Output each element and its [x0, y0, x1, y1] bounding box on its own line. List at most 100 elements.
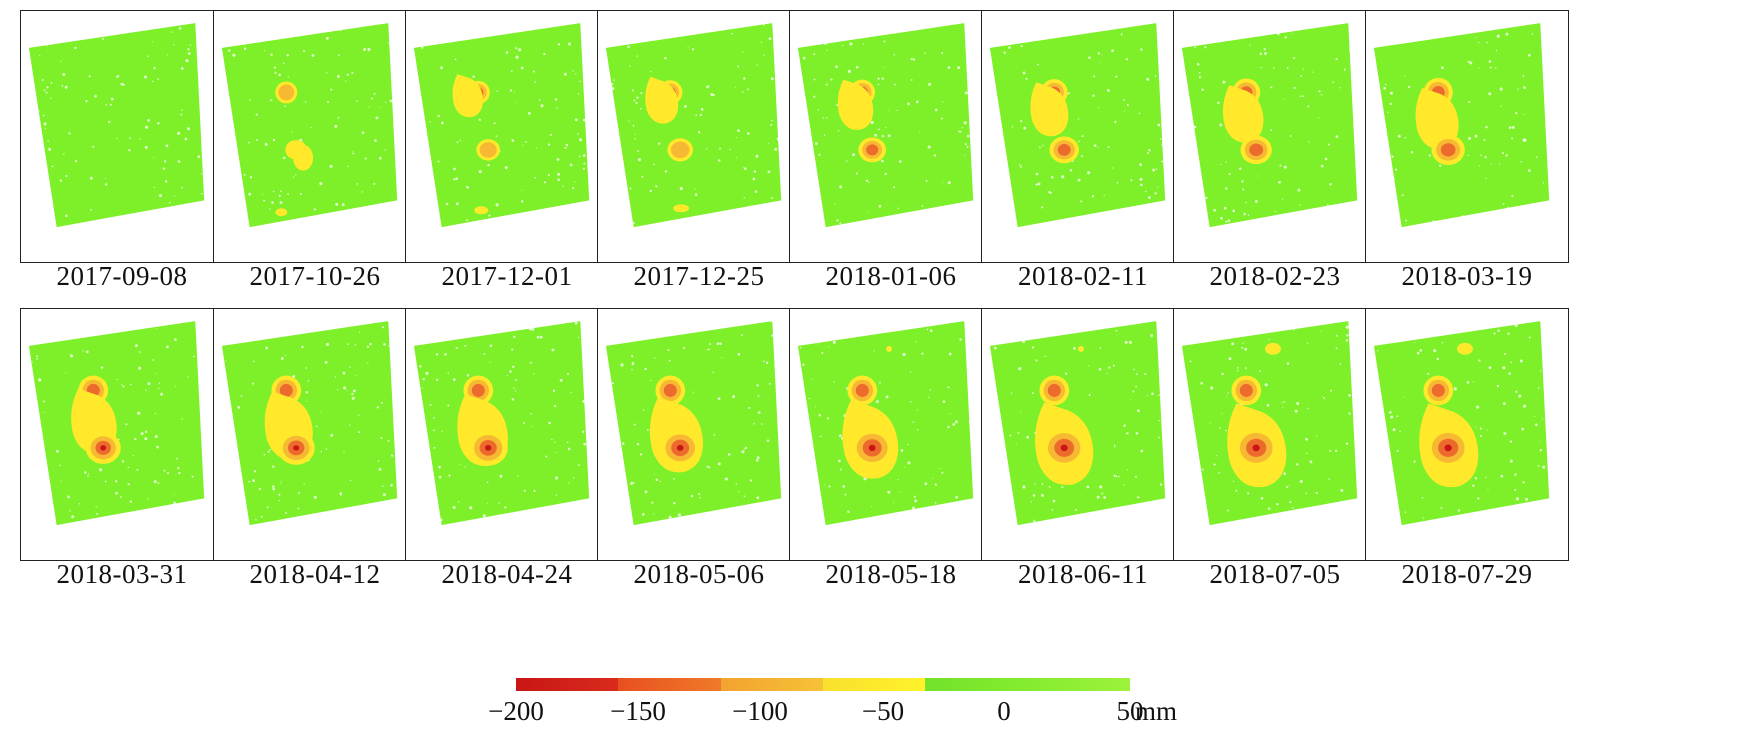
speckle-dot — [433, 417, 435, 419]
speckle-dot — [964, 143, 967, 146]
speckle-dot — [1221, 372, 1224, 376]
speckle-dot — [763, 360, 765, 363]
speckle-dot — [887, 490, 891, 494]
speckle-dot — [1302, 95, 1305, 98]
speckle-dot — [830, 78, 833, 81]
speckle-dot — [732, 395, 736, 399]
speckle-dot — [355, 374, 357, 376]
speckle-dot — [530, 426, 533, 428]
speckle-dot — [868, 212, 870, 214]
speckle-dot — [731, 32, 734, 35]
speckle-dot — [1339, 362, 1342, 365]
speckle-dot — [1317, 117, 1320, 119]
speckle-dot — [1146, 394, 1148, 396]
speckle-dot — [71, 515, 75, 519]
speckle-dot — [771, 334, 774, 337]
speckle-dot — [448, 474, 451, 477]
speckle-dot — [1306, 342, 1309, 344]
speckle-dot — [837, 129, 840, 132]
speckle-dot — [1355, 424, 1357, 426]
speckle-dot — [389, 99, 393, 103]
speckle-dot — [187, 376, 189, 378]
speckle-dot — [567, 42, 571, 46]
speckle-dot — [1243, 212, 1246, 216]
speckle-dot — [928, 396, 930, 399]
speckle-dot — [189, 44, 192, 46]
speckle-dot — [1165, 159, 1168, 162]
speckle-dot — [1247, 214, 1250, 217]
speckle-dot — [724, 477, 728, 481]
speckle-dot — [1341, 500, 1344, 503]
speckle-dot — [878, 204, 882, 208]
speckle-dot — [1159, 483, 1163, 486]
speckle-dot — [934, 108, 938, 112]
speckle-dot — [1259, 52, 1263, 56]
speckle-dot — [1125, 58, 1129, 61]
speckle-dot — [60, 480, 62, 482]
speckle-dot — [1305, 437, 1308, 441]
speckle-dot — [1535, 503, 1537, 505]
speckle-dot — [1268, 338, 1270, 340]
speckle-dot — [907, 102, 910, 106]
speckle-dot — [1428, 154, 1432, 157]
speckle-dot — [1522, 404, 1527, 408]
speckle-dot — [883, 40, 886, 43]
speckle-dot — [1123, 424, 1126, 427]
speckle-dot — [1081, 155, 1084, 158]
speckle-dot — [1242, 342, 1244, 345]
speckle-dot — [47, 140, 49, 142]
speckle-dot — [1461, 215, 1465, 218]
speckle-dot — [699, 497, 701, 499]
speckle-dot — [185, 59, 189, 63]
speckle-dot — [1159, 138, 1162, 140]
speckle-dot — [1124, 110, 1126, 112]
speckle-dot — [464, 466, 466, 468]
speckle-dot — [452, 506, 456, 509]
speckle-dot — [464, 344, 467, 347]
speckle-dot — [839, 185, 843, 189]
speckle-dot — [1128, 340, 1132, 344]
speckle-dot — [515, 390, 517, 392]
speckle-dot — [1220, 216, 1223, 220]
speckle-dot — [1113, 474, 1116, 477]
speckle-dot — [653, 473, 655, 475]
speckle-dot — [566, 441, 569, 444]
speckle-dot — [637, 158, 642, 162]
speckle-dot — [574, 321, 578, 325]
speckle-dot — [1490, 163, 1492, 165]
map-panel — [1365, 10, 1569, 263]
speckle-dot — [631, 363, 634, 366]
speckle-dot — [737, 352, 741, 356]
speckle-dot — [1389, 91, 1393, 95]
speckle-dot — [1283, 165, 1287, 169]
speckle-dot — [1296, 402, 1300, 406]
speckle-dot — [1107, 146, 1110, 149]
speckle-dot — [743, 167, 745, 169]
speckle-dot — [157, 78, 159, 80]
south-bowl-level-3 — [293, 445, 300, 451]
speckle-dot — [499, 474, 503, 478]
map-panel — [981, 308, 1185, 561]
speckle-dot — [557, 172, 561, 176]
speckle-dot — [284, 105, 286, 108]
speckle-dot — [1472, 484, 1475, 487]
speckle-dot — [743, 495, 746, 498]
speckle-dot — [51, 165, 54, 168]
speckle-dot — [640, 92, 643, 95]
colorbar-tick-label: 50 — [1116, 696, 1144, 726]
speckle-dot — [1226, 509, 1229, 512]
speckle-dot — [95, 506, 97, 508]
speckle-dot — [1281, 198, 1284, 200]
speckle-dot — [562, 185, 564, 188]
speckle-dot — [1345, 339, 1349, 342]
speckle-dot — [252, 360, 255, 363]
speckle-dot — [885, 395, 889, 399]
speckle-dot — [36, 358, 38, 360]
speckle-dot — [1171, 441, 1174, 444]
speckle-dot — [337, 117, 340, 119]
speckle-dot — [1528, 336, 1531, 339]
speckle-dot — [1111, 49, 1114, 53]
speckle-dot — [1220, 164, 1222, 166]
speckle-dot — [1099, 485, 1103, 489]
speckle-dot — [272, 487, 275, 491]
